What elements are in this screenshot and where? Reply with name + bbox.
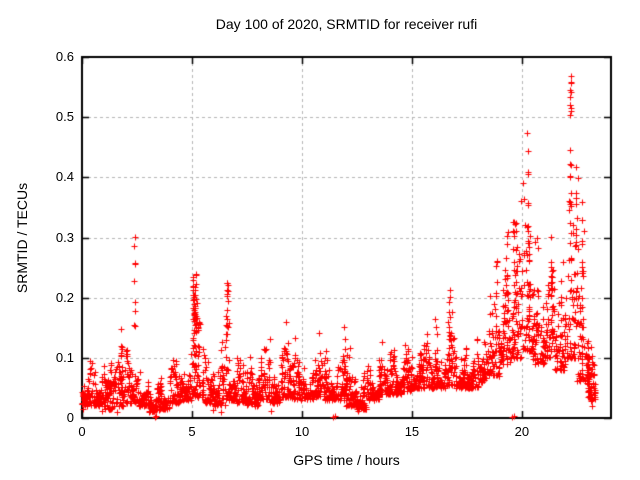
x-tick-label: 15	[404, 424, 420, 439]
x-tick-label: 20	[514, 424, 530, 439]
chart-title: Day 100 of 2020, SRMTID for receiver ruf…	[215, 16, 478, 32]
y-tick-label: 0	[66, 410, 74, 425]
y-tick-label: 0.3	[55, 229, 74, 245]
y-axis-label: SRMTID / TECUs	[14, 182, 30, 294]
y-tick-label: 0.5	[55, 109, 74, 125]
y-tick-label: 0.1	[55, 349, 74, 365]
x-tick-label: 0	[78, 424, 86, 439]
x-axis-label: GPS time / hours	[293, 452, 400, 468]
y-tick-label: 0.4	[55, 169, 74, 185]
y-tick-label: 0.2	[55, 289, 74, 305]
y-tick-label: 0.6	[55, 49, 74, 64]
x-tick-label: 10	[294, 424, 310, 439]
x-tick-label: 5	[188, 424, 196, 439]
